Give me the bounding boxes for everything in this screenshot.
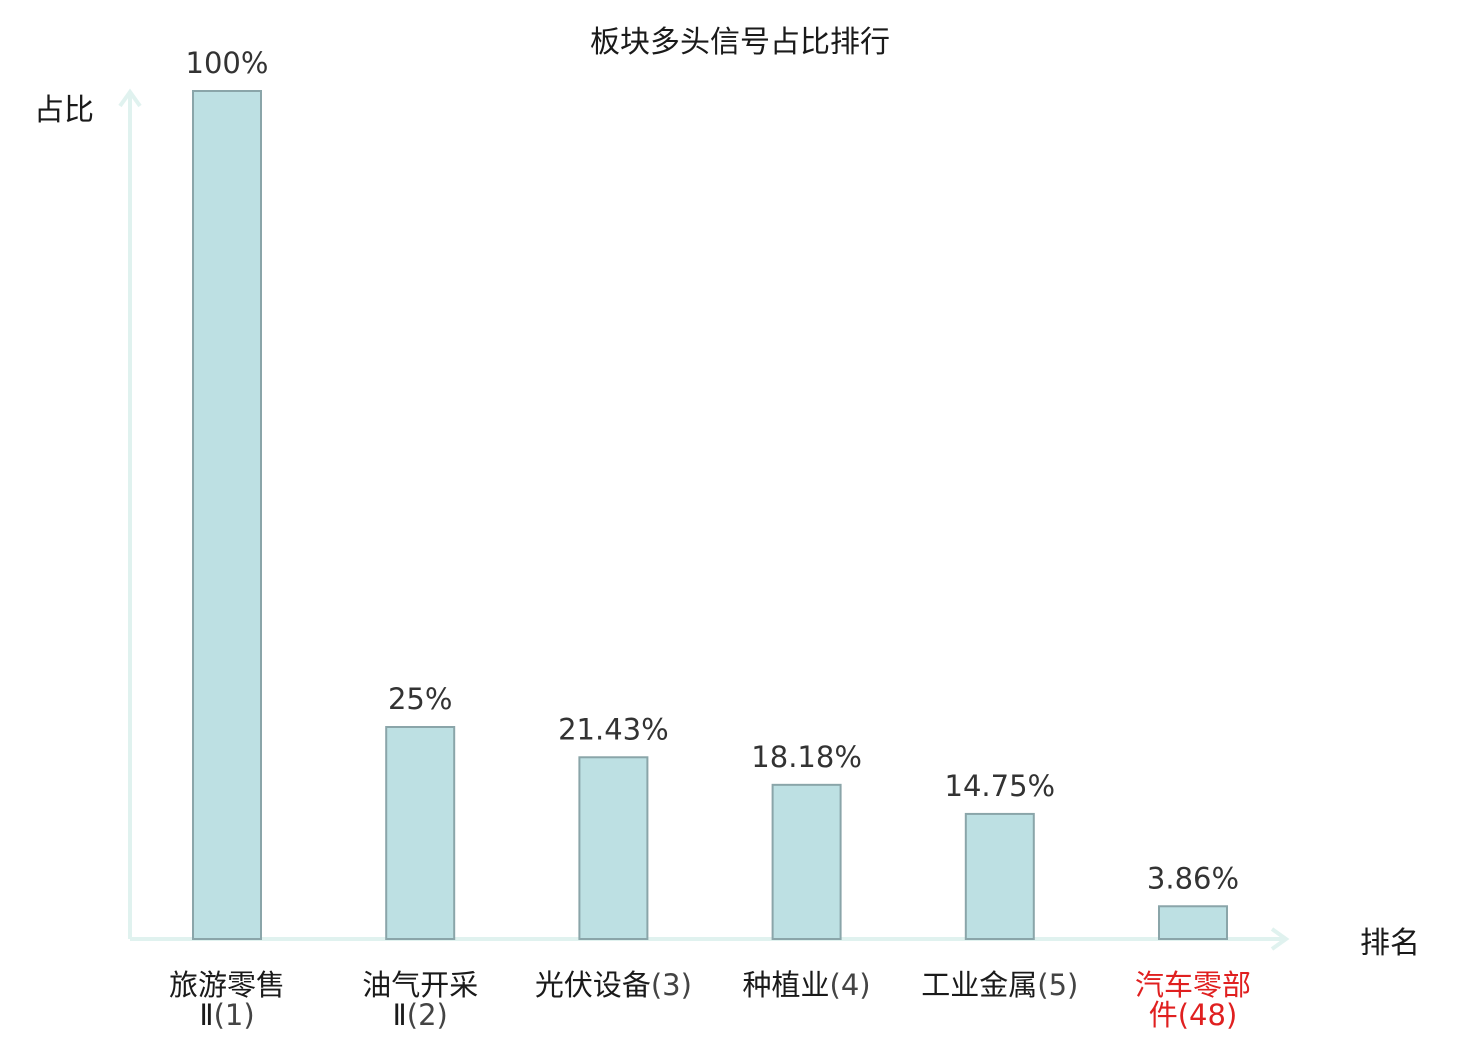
rank-label: (1) <box>214 998 255 1032</box>
category-tick-label: Ⅱ(1) <box>199 998 254 1032</box>
bar <box>964 812 1035 940</box>
bar <box>192 90 262 940</box>
x-axis-arrow <box>1270 927 1290 951</box>
category-tick-label: 光伏设备(3) <box>535 968 692 1002</box>
y-axis-arrow <box>118 88 142 108</box>
chart-title: 板块多头信号占比排行 <box>590 25 890 60</box>
x-axis-label: 排名 <box>1360 926 1420 961</box>
bar-value-label: 14.75% <box>945 769 1056 803</box>
bar-value-label: 100% <box>186 46 269 80</box>
bar <box>385 726 456 940</box>
bar-value-label: 25% <box>388 682 452 716</box>
rank-label: (2) <box>407 998 448 1032</box>
rank-label: (48) <box>1178 998 1238 1032</box>
bar <box>771 783 842 941</box>
category-tick-label: 种植业(4) <box>743 968 871 1002</box>
bar <box>1158 905 1228 941</box>
rank-label: (3) <box>651 968 692 1002</box>
category-tick-label: 旅游零售 <box>169 968 285 1002</box>
rank-label: (5) <box>1037 968 1078 1002</box>
category-tick-label: 汽车零部 <box>1135 968 1251 1002</box>
y-axis-label: 占比 <box>34 93 94 128</box>
axes <box>118 88 1290 951</box>
bar-value-label: 21.43% <box>558 712 669 746</box>
bar-value-label: 18.18% <box>751 740 862 774</box>
bar-value-label: 3.86% <box>1147 861 1239 895</box>
category-tick-label: 工业金属(5) <box>921 968 1078 1002</box>
category-tick-label: 油气开采 <box>362 968 478 1002</box>
rank-label: (4) <box>830 968 871 1002</box>
bar <box>578 756 649 941</box>
category-tick-label: 件(48) <box>1149 998 1238 1032</box>
category-tick-label: Ⅱ(2) <box>393 998 448 1032</box>
